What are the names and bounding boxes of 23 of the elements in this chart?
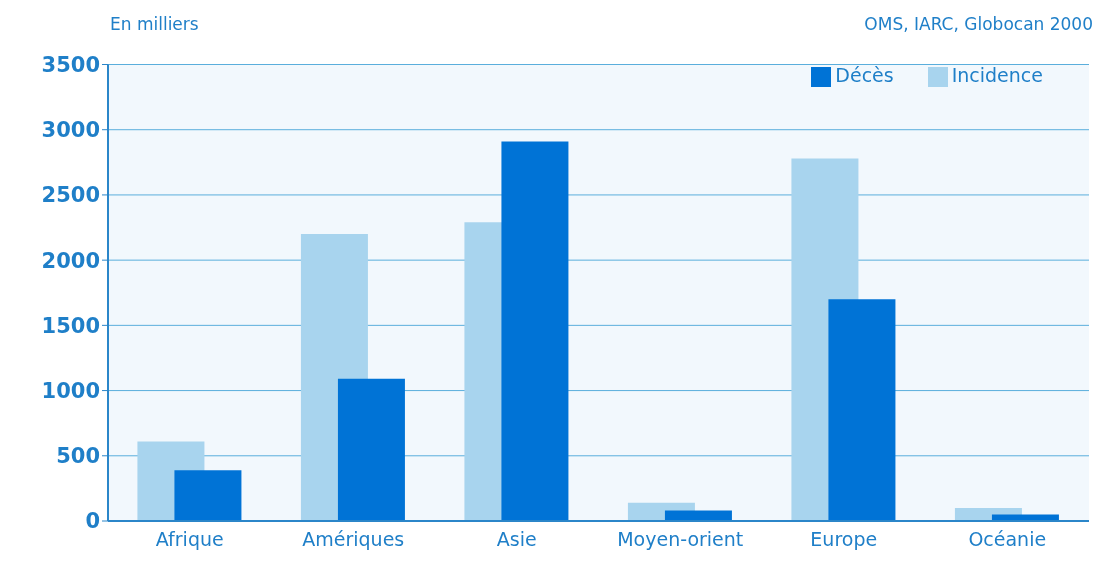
x-tick-label: Europe xyxy=(810,528,878,551)
x-tick-label: Amériques xyxy=(302,528,405,551)
bar xyxy=(828,299,896,521)
y-tick-label: 1500 xyxy=(41,313,100,338)
x-tick-label: Moyen-orient xyxy=(617,528,744,551)
y-tick-label: 3500 xyxy=(41,52,100,77)
bar xyxy=(501,141,569,521)
y-tick-label: 3000 xyxy=(41,118,100,143)
legend-label: Incidence xyxy=(951,64,1043,86)
x-tick-label: Asie xyxy=(496,528,537,551)
x-tick-label: Afrique xyxy=(155,528,224,551)
y-tick-label: 500 xyxy=(56,444,100,469)
y-axis-title: En milliers xyxy=(110,14,199,34)
bar xyxy=(991,514,1059,521)
x-tick-label: Océanie xyxy=(968,528,1047,551)
bar xyxy=(337,378,405,521)
y-tick-label: 2000 xyxy=(41,248,100,273)
y-tick-label: 1000 xyxy=(41,379,100,404)
y-tick-label: 0 xyxy=(85,509,100,534)
legend-label: Décès xyxy=(835,64,894,86)
y-tick-label: 2500 xyxy=(41,183,100,208)
text: OMS, IARC, Globocan 2000 xyxy=(864,14,1093,34)
bar xyxy=(174,470,242,521)
